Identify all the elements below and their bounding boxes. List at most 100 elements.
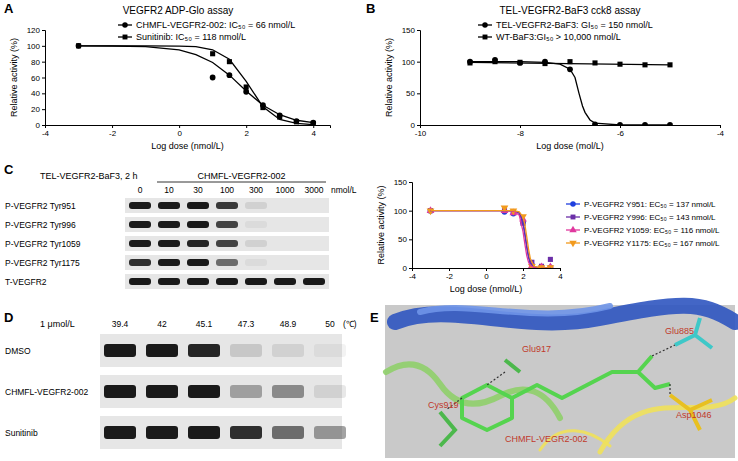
legend-marker <box>122 22 128 28</box>
y-axis: 050100150 <box>394 178 413 273</box>
blot-band <box>188 426 220 439</box>
x-axis-tick: 0 <box>484 268 489 281</box>
x-axis-tick-label: 4 <box>312 129 317 138</box>
treatment-bar <box>157 182 326 183</box>
y-axis-tick-mark <box>42 46 45 47</box>
fit-curve <box>79 46 314 125</box>
y-axis-tick: 20 <box>31 105 45 114</box>
legend-item: Sunitinib: IC₅₀ = 118 nmol/L <box>118 32 246 42</box>
y-axis-tick-mark <box>409 239 412 240</box>
data-point <box>210 75 216 81</box>
y-axis-tick-mark <box>417 93 420 94</box>
legend: TEL-VEGFR2-BaF3: GI₅₀ = 150 nmol/LWT-BaF… <box>478 20 653 42</box>
y-axis-tick-mark <box>417 30 420 31</box>
x-axis-tick-label: -2 <box>446 272 454 281</box>
blot-strip <box>125 255 329 270</box>
blot-band <box>187 202 209 209</box>
x-axis-tick: 2 <box>244 125 249 138</box>
blot-band <box>146 385 178 398</box>
x-axis-title: Log dose (nmol/L) <box>450 284 523 294</box>
legend-marker <box>483 35 488 40</box>
blot-strip <box>125 198 329 213</box>
blot-band <box>245 202 267 209</box>
y-axis-tick: 100 <box>402 58 420 67</box>
x-axis-tick: -6 <box>617 125 625 138</box>
row-label: Sunitinib <box>5 428 38 438</box>
blot-band <box>272 385 304 398</box>
y-axis-tick-label: 80 <box>31 58 40 67</box>
row-label: P-VEGFR2 Tyr996 <box>5 220 76 230</box>
fit-curve <box>470 62 670 125</box>
x-axis-tick: 2 <box>521 268 526 281</box>
blot-band <box>274 278 296 285</box>
residue-label: Glu885 <box>665 326 694 336</box>
y-axis-tick: 150 <box>402 26 420 35</box>
legend-label: P-VEGFR2 Y1059: EC₅₀ = 116 nmol/L <box>584 226 720 235</box>
x-axis-tick: 0 <box>177 125 182 138</box>
row-label: P-VEGFR2 Tyr1059 <box>5 239 81 249</box>
blot-title: 1 μmol/L <box>40 319 75 329</box>
lane-label: 300 <box>249 185 263 195</box>
y-axis-tick-mark <box>42 78 45 79</box>
blot-band <box>187 278 209 285</box>
x-axis-tick-mark <box>313 125 314 128</box>
x-axis-title: Log dose (mol/L) <box>536 141 604 151</box>
data-point <box>210 51 215 56</box>
blot-band <box>303 202 325 209</box>
blot-band <box>230 344 262 357</box>
x-axis: -4-2024 <box>42 125 331 138</box>
x-axis-tick-label: 0 <box>484 272 489 281</box>
panel-label: E <box>370 310 379 325</box>
x-axis-title: Log dose (nmol/L) <box>151 141 224 151</box>
lane-label: 39.4 <box>112 319 129 329</box>
blot-band <box>303 259 325 266</box>
lane-label: 45.1 <box>196 319 213 329</box>
y-axis-tick: 0 <box>411 121 420 130</box>
blot-strip <box>125 217 329 232</box>
x-axis-tick: -4 <box>409 268 417 281</box>
ligand-sticks <box>462 356 670 430</box>
y-axis: 020406080100120 <box>27 26 46 130</box>
blot-band <box>104 426 136 439</box>
blot-band <box>274 221 296 228</box>
western-blot: 1 μmol/L39.44245.147.348.950(℃)DMSOCHMFL… <box>5 319 357 449</box>
blot-band <box>230 385 262 398</box>
row-label: DMSO <box>5 346 31 356</box>
legend-label: P-VEGFR2 Y996: EC₅₀ = 143 nmol/L <box>584 213 716 222</box>
panel-label: B <box>366 1 375 16</box>
legend-item: CHMFL-VEGFR2-002: IC₅₀ = 66 nmol/L <box>118 20 295 30</box>
x-axis: -10-8-6-4 <box>415 125 725 138</box>
blot-band <box>216 278 238 285</box>
fit-curve <box>79 46 314 123</box>
legend-item: P-VEGFR2 Y996: EC₅₀ = 143 nmol/L <box>566 213 716 222</box>
blot-band <box>245 259 267 266</box>
chart-title: TEL-VEGFR2-BaF3 cck8 assay <box>499 5 640 16</box>
legend-item: P-VEGFR2 Y1175: EC₅₀ = 167 nmol/L <box>566 239 720 248</box>
legend-item: P-VEGFR2 Y951: EC₅₀ = 137 nmol/L <box>566 200 716 209</box>
blot-band <box>216 240 238 247</box>
blot-band <box>216 221 238 228</box>
blot-band <box>129 278 151 285</box>
x-axis: -4 -2 0 2 4 <box>409 268 563 281</box>
fit-curve <box>431 211 551 268</box>
x-axis-tick: 4 <box>312 125 317 138</box>
hydrogen-bonds <box>446 345 675 410</box>
x-axis-tick-label: -4 <box>717 129 725 138</box>
blot-strip <box>125 236 329 251</box>
figure: ABCDE-4-2024020406080100120VEGFR2 ADP-Gl… <box>0 0 738 461</box>
y-axis-tick-mark <box>42 62 45 63</box>
row-label: P-VEGFR2 Tyr951 <box>5 201 76 211</box>
y-axis-tick: 120 <box>27 26 45 35</box>
fit-curve <box>431 211 551 268</box>
x-axis-tick-label: 0 <box>177 129 182 138</box>
figure-svg: ABCDE-4-2024020406080100120VEGFR2 ADP-Gl… <box>0 0 738 461</box>
blot-band <box>129 202 151 209</box>
x-axis-tick-label: 4 <box>558 272 563 281</box>
lane-label: 42 <box>157 319 167 329</box>
blot-band <box>146 344 178 357</box>
blot-band <box>245 221 267 228</box>
x-axis-tick: -4 <box>717 125 725 138</box>
y-axis-tick-mark <box>42 109 45 110</box>
legend: CHMFL-VEGFR2-002: IC₅₀ = 66 nmol/L Suniti… <box>118 20 295 42</box>
blot-band <box>216 202 238 209</box>
